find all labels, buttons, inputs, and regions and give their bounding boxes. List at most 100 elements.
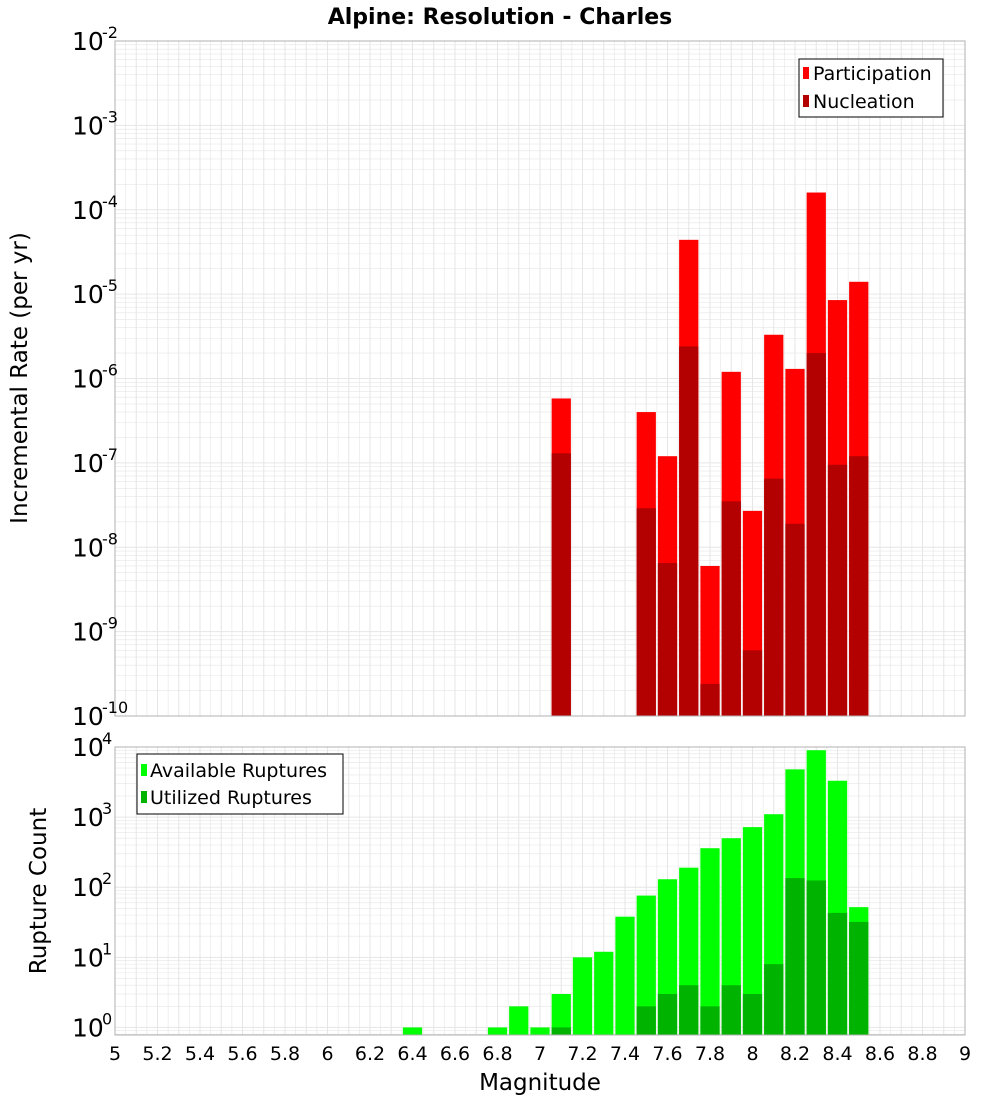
available-bar [572, 957, 593, 1035]
x-tick-label: 5.4 [185, 1043, 215, 1065]
nucleation-bar [700, 683, 720, 716]
utilized-bar [764, 964, 784, 1035]
available-bar [530, 1027, 550, 1035]
y-tick-label: 10 [72, 702, 104, 731]
y-tick-label: 10 [72, 533, 104, 562]
x-tick-label: 5.6 [227, 1043, 257, 1065]
x-tick-label: 6.8 [482, 1043, 512, 1065]
x-tick-label: 7.6 [652, 1043, 682, 1065]
y-tick-exponent: -9 [102, 614, 118, 633]
nucleation-bar [785, 523, 805, 716]
utilized-bar [806, 880, 826, 1035]
y-tick-exponent: -8 [102, 529, 118, 548]
nucleation-bar [636, 508, 656, 716]
x-tick-label: 6.2 [355, 1043, 385, 1065]
utilized-bar [742, 993, 763, 1035]
y-tick-label: 10 [72, 111, 104, 140]
x-tick-label: 5.8 [270, 1043, 300, 1065]
available-bar [636, 895, 656, 1035]
y-tick-label: 10 [72, 943, 104, 972]
utilized-bar [679, 985, 699, 1035]
y-tick-exponent: -3 [102, 107, 118, 126]
y-tick-exponent: 0 [102, 1009, 112, 1028]
nucleation-legend-label: Nucleation [813, 91, 915, 113]
nucleation-legend-swatch [803, 95, 809, 107]
count-plot-frame [114, 746, 966, 1036]
available-bar [402, 1027, 423, 1035]
utilized-bar [827, 912, 848, 1035]
x-tick-label: 8.2 [780, 1043, 810, 1065]
x-tick-label: 8.4 [822, 1043, 852, 1065]
rate-legend: Participation Nucleation [798, 58, 944, 118]
nucleation-bar [764, 478, 784, 716]
rate-legend-box [798, 58, 944, 118]
nucleation-bar [721, 501, 741, 716]
available-bar [551, 993, 571, 1035]
y-tick-exponent: 4 [102, 729, 112, 748]
y-tick-label: 10 [72, 365, 104, 394]
utilized-bar [551, 1027, 571, 1035]
nucleation-bar [657, 563, 678, 716]
available-bar [700, 848, 720, 1035]
nucleation-bar [806, 353, 826, 716]
x-tick-label: 7.2 [567, 1043, 597, 1065]
available-bar [742, 827, 763, 1035]
available-bar [594, 951, 614, 1035]
utilized-bar [849, 921, 869, 1035]
nucleation-bar [679, 346, 699, 716]
utilized-bar [700, 1006, 720, 1035]
x-tick-label: 6 [321, 1043, 333, 1065]
y-tick-exponent: -2 [102, 23, 118, 42]
x-tick-label: 8 [746, 1043, 758, 1065]
y-tick-label: 10 [72, 27, 104, 56]
available-bar [509, 1006, 529, 1035]
y-tick-label: 10 [72, 1013, 104, 1042]
x-tick-label: 8.6 [865, 1043, 895, 1065]
x-tick-label: 7.4 [610, 1043, 640, 1065]
x-tick-label: 8.8 [907, 1043, 937, 1065]
count-bars [402, 750, 869, 1035]
y-tick-label: 10 [72, 803, 104, 832]
count-legend: Available Ruptures Utilized Ruptures [136, 753, 344, 815]
utilized-bar [721, 985, 741, 1035]
y-tick-exponent: -7 [102, 445, 118, 464]
count-y-axis-label: Rupture Count [26, 808, 52, 974]
y-tick-exponent: -4 [102, 192, 118, 211]
nucleation-bar [849, 456, 869, 716]
rate-y-axis-label: Incremental Rate (per yr) [7, 232, 33, 524]
x-tick-label: 6.6 [440, 1043, 470, 1065]
x-tick-label: 9 [959, 1043, 971, 1065]
count-legend-box [136, 753, 344, 815]
rate-plot-frame [114, 40, 966, 717]
y-tick-exponent: -6 [102, 361, 118, 380]
y-tick-label: 10 [72, 449, 104, 478]
rate-bars [551, 192, 869, 717]
utilized-bar [657, 993, 678, 1035]
y-tick-label: 10 [72, 873, 104, 902]
y-tick-label: 10 [72, 618, 104, 647]
available-legend-swatch [141, 764, 147, 776]
participation-legend-swatch [803, 67, 809, 79]
nucleation-bar [827, 464, 848, 716]
chart-title: Alpine: Resolution - Charles [328, 5, 673, 30]
available-bar [615, 916, 635, 1035]
y-tick-label: 10 [72, 280, 104, 309]
x-tick-label: 7.8 [695, 1043, 725, 1065]
x-tick-labels: 5 5.2 5.4 5.6 5.8 6 6.2 6.4 6.6 6.8 7 7.2 7.4 7.6 7.8 8… [109, 1043, 971, 1065]
utilized-legend-swatch [141, 791, 147, 803]
y-tick-label: 10 [72, 733, 104, 762]
x-axis-label: Magnitude [479, 1070, 601, 1096]
x-tick-label: 6.4 [397, 1043, 427, 1065]
x-tick-label: 5 [109, 1043, 121, 1065]
utilized-legend-label: Utilized Ruptures [150, 787, 312, 809]
y-tick-label: 10 [72, 196, 104, 225]
participation-legend-label: Participation [813, 63, 932, 85]
nucleation-bar [551, 453, 571, 716]
x-tick-label: 5.2 [142, 1043, 172, 1065]
